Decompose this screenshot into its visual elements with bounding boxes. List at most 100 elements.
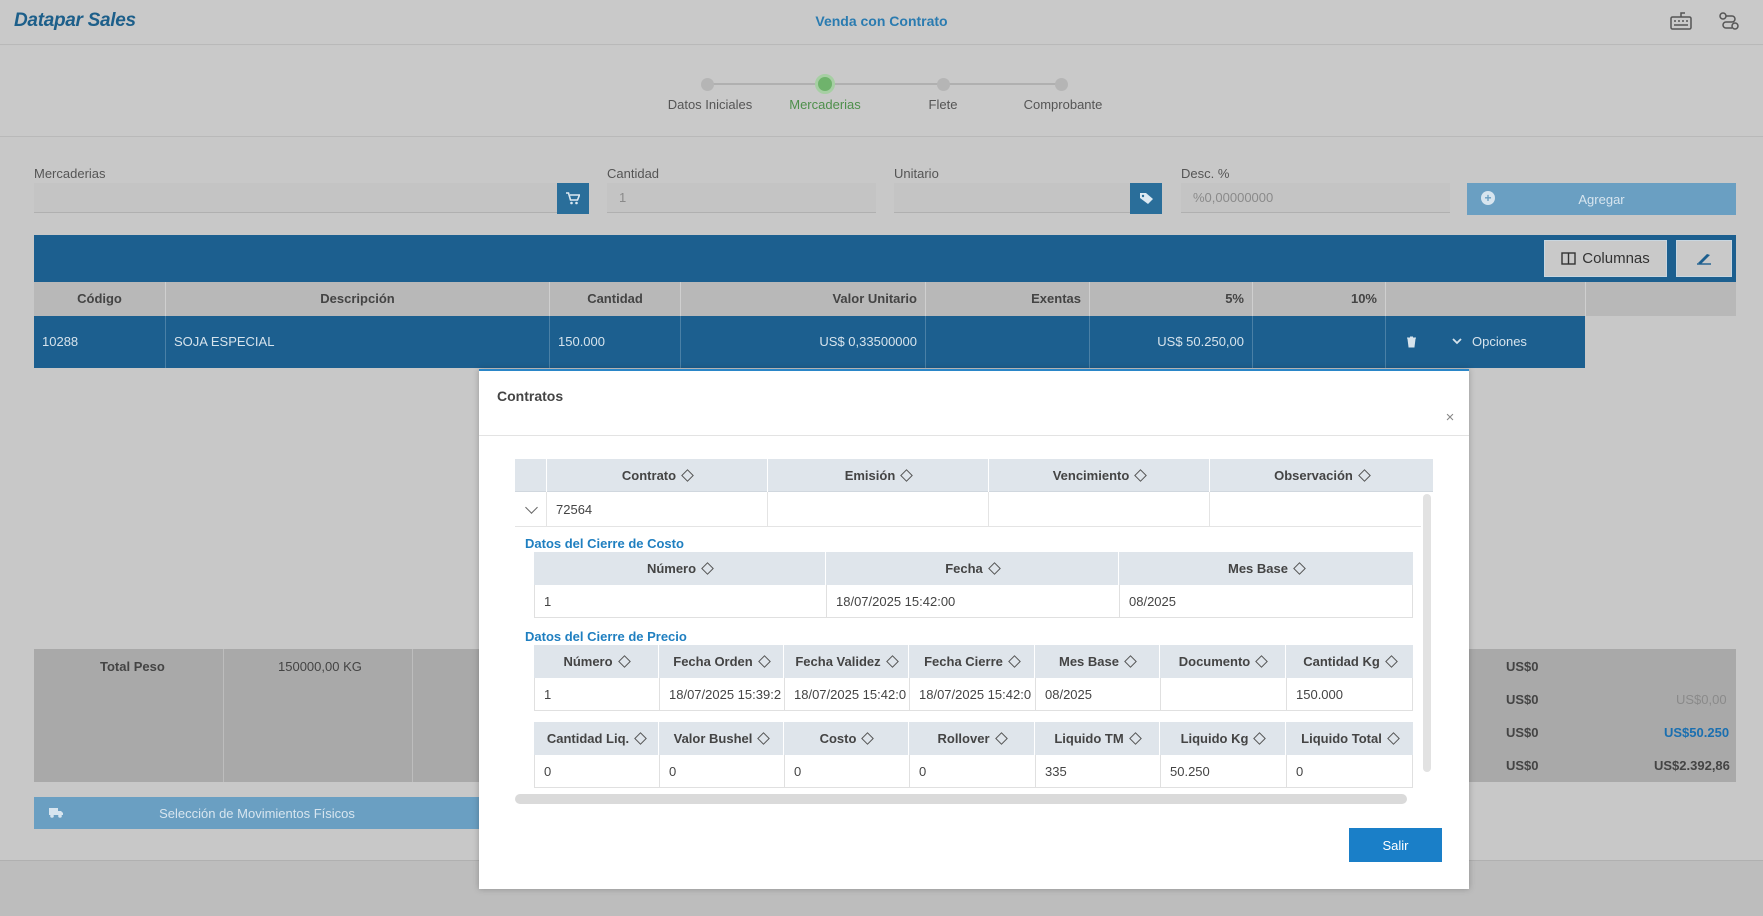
agregar-button[interactable]: + Agregar xyxy=(1467,183,1736,215)
precio-col-numero[interactable]: Número xyxy=(534,645,659,678)
step-dot-datos-iniciales[interactable] xyxy=(701,78,714,91)
route-icon[interactable] xyxy=(1718,11,1740,31)
cantidad-input[interactable]: 1 xyxy=(607,183,876,213)
precio-col-mes-base[interactable]: Mes Base xyxy=(1035,645,1160,678)
liquido-row[interactable]: 0 0 0 0 335 50.250 0 xyxy=(534,755,1413,788)
columnas-button[interactable]: Columnas xyxy=(1544,240,1667,277)
sort-icon[interactable] xyxy=(1358,469,1371,482)
expand-toggle[interactable] xyxy=(515,492,547,527)
sort-icon[interactable] xyxy=(701,562,714,575)
sort-icon[interactable] xyxy=(1386,732,1400,745)
col-cantidad-liq[interactable]: Cantidad Liq. xyxy=(534,722,659,755)
col-cantidad[interactable]: Cantidad xyxy=(550,282,681,316)
step-dot-comprobante[interactable] xyxy=(1055,78,1068,91)
sort-icon[interactable] xyxy=(861,732,875,745)
costo-col-mes-base[interactable]: Mes Base xyxy=(1119,552,1413,585)
top-bar: Datapar Sales Venda con Contrato xyxy=(0,0,1763,45)
clear-filters-button[interactable] xyxy=(1676,240,1732,277)
totals-divider xyxy=(412,649,413,782)
cell-emision xyxy=(768,492,989,527)
precio-col-cantidad-kg[interactable]: Cantidad Kg xyxy=(1286,645,1413,678)
step-dot-flete[interactable] xyxy=(937,78,950,91)
precio-col-fecha-cierre-label: Fecha Cierre xyxy=(924,654,1003,669)
col-emision[interactable]: Emisión xyxy=(768,459,989,492)
col-5[interactable]: 5% xyxy=(1090,282,1253,316)
sort-icon[interactable] xyxy=(1253,732,1267,745)
cart-button[interactable] xyxy=(557,183,589,214)
sort-icon[interactable] xyxy=(1124,655,1137,668)
total-value-iva: US$2.392,86 xyxy=(1654,758,1730,773)
step-label-flete[interactable]: Flete xyxy=(928,97,958,112)
price-tag-button[interactable] xyxy=(1130,183,1162,214)
sort-icon[interactable] xyxy=(1008,655,1021,668)
salir-button[interactable]: Salir xyxy=(1349,828,1442,862)
chevron-down-icon xyxy=(525,501,538,514)
precio-row[interactable]: 1 18/07/2025 15:39:2 18/07/2025 15:42:0 … xyxy=(534,678,1413,711)
col-contrato[interactable]: Contrato xyxy=(547,459,768,492)
opciones-button[interactable]: Opciones xyxy=(1472,334,1527,349)
costo-row[interactable]: 1 18/07/2025 15:42:00 08/2025 xyxy=(534,585,1413,618)
precio-col-fecha-validez-label: Fecha Validez xyxy=(795,654,881,669)
chevron-down-icon[interactable] xyxy=(1452,337,1462,345)
logo-part1: Datapar xyxy=(14,10,83,31)
sort-icon[interactable] xyxy=(757,732,771,745)
horizontal-scrollbar[interactable] xyxy=(515,794,1407,804)
col-codigo[interactable]: Código xyxy=(34,282,166,316)
col-exentas[interactable]: Exentas xyxy=(926,282,1090,316)
desc-input[interactable]: %0,00000000 xyxy=(1181,183,1450,213)
col-rollover[interactable]: Rollover xyxy=(909,722,1035,755)
precio-col-numero-label: Número xyxy=(563,654,613,669)
columns-icon xyxy=(1561,252,1576,265)
col-costo[interactable]: Costo xyxy=(784,722,909,755)
sort-icon[interactable] xyxy=(1255,655,1269,668)
precio-col-fecha-orden[interactable]: Fecha Orden xyxy=(659,645,784,678)
cell-5: US$ 50.250,00 xyxy=(1090,316,1253,368)
step-label-comprobante[interactable]: Comprobante xyxy=(1023,97,1103,112)
costo-col-fecha[interactable]: Fecha xyxy=(826,552,1119,585)
precio-cell-fecha-cierre: 18/07/2025 15:42:0 xyxy=(910,678,1036,710)
col-vencimiento[interactable]: Vencimiento xyxy=(989,459,1210,492)
col-valor-bushel[interactable]: Valor Bushel xyxy=(659,722,784,755)
col-observacion[interactable]: Observación xyxy=(1210,459,1433,492)
col-liquido-kg[interactable]: Liquido Kg xyxy=(1160,722,1286,755)
trash-icon[interactable] xyxy=(1406,336,1417,348)
precio-col-fecha-validez[interactable]: Fecha Validez xyxy=(784,645,909,678)
sort-icon[interactable] xyxy=(757,655,771,668)
precio-col-mes-base-label: Mes Base xyxy=(1059,654,1119,669)
precio-col-fecha-cierre[interactable]: Fecha Cierre xyxy=(909,645,1035,678)
sort-icon[interactable] xyxy=(1134,469,1148,482)
total-right-4: US$0 xyxy=(1506,758,1539,773)
movimientos-fisicos-button[interactable]: Selección de Movimientos Físicos xyxy=(34,797,480,829)
sort-icon[interactable] xyxy=(885,655,899,668)
sort-icon[interactable] xyxy=(681,469,694,482)
costo-col-numero[interactable]: Número xyxy=(534,552,826,585)
col-10[interactable]: 10% xyxy=(1253,282,1386,316)
col-descripcion[interactable]: Descripción xyxy=(166,282,550,316)
keyboard-icon[interactable] xyxy=(1670,11,1692,31)
total-value-exentas: US$0,00 xyxy=(1676,692,1727,707)
contrato-row[interactable]: 72564 xyxy=(515,492,1421,527)
col-valor-unitario[interactable]: Valor Unitario xyxy=(681,282,926,316)
step-dot-mercaderias[interactable] xyxy=(815,74,835,94)
sort-icon[interactable] xyxy=(1128,732,1142,745)
sort-icon[interactable] xyxy=(634,732,648,745)
costo-table-header: Número Fecha Mes Base xyxy=(534,552,1413,585)
col-liquido-total[interactable]: Liquido Total xyxy=(1286,722,1413,755)
sort-icon[interactable] xyxy=(987,562,1001,575)
sort-icon[interactable] xyxy=(900,469,914,482)
step-label-datos-iniciales[interactable]: Datos Iniciales xyxy=(667,97,753,112)
vertical-scrollbar[interactable] xyxy=(1423,494,1431,772)
col-liquido-tm[interactable]: Liquido TM xyxy=(1035,722,1160,755)
mercaderias-input[interactable] xyxy=(34,183,557,213)
sort-icon[interactable] xyxy=(1293,562,1306,575)
sort-icon[interactable] xyxy=(617,655,631,668)
step-label-mercaderias[interactable]: Mercaderias xyxy=(789,97,861,112)
table-row[interactable]: 10288 SOJA ESPECIAL 150.000 US$ 0,335000… xyxy=(34,316,1585,368)
sort-icon[interactable] xyxy=(1384,655,1398,668)
col-liquido-total-label: Liquido Total xyxy=(1301,731,1382,746)
cell-cantidad: 150.000 xyxy=(550,316,681,368)
close-icon[interactable]: × xyxy=(1445,409,1455,426)
precio-col-documento[interactable]: Documento xyxy=(1160,645,1286,678)
sort-icon[interactable] xyxy=(994,732,1008,745)
unitario-input[interactable] xyxy=(894,183,1130,213)
